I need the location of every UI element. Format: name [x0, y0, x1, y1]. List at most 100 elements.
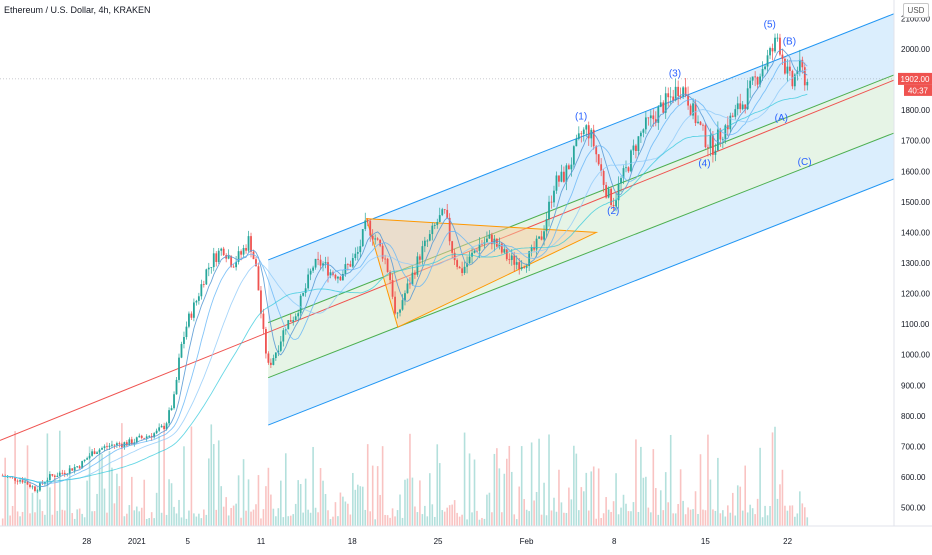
candle-body: [272, 358, 275, 365]
volume-bar: [555, 511, 558, 526]
volume-bar: [493, 453, 496, 526]
volume-bar: [722, 510, 724, 526]
volume-bar: [595, 518, 597, 526]
candle-body: [664, 93, 667, 113]
volume-bar: [714, 510, 717, 526]
volume-bar: [160, 512, 163, 526]
volume-bar: [592, 466, 595, 526]
candle-body: [111, 444, 113, 446]
candle-body: [428, 234, 431, 241]
candle-body: [635, 145, 637, 151]
candle-body: [34, 486, 36, 491]
volume-bar: [799, 491, 801, 526]
volume-bar: [654, 488, 657, 526]
volume-bar: [16, 511, 19, 526]
volume-bar: [11, 505, 14, 526]
currency-button[interactable]: USD: [903, 3, 929, 18]
y-tick-label: 1300.00: [901, 259, 930, 268]
x-tick-label: 25: [434, 537, 443, 546]
wave-label: (B): [783, 36, 796, 47]
candle-body: [14, 477, 16, 481]
candle-body: [476, 250, 478, 252]
volume-bar: [761, 517, 764, 526]
volume-bar: [270, 494, 272, 526]
candle-body: [16, 480, 19, 482]
candle-body: [73, 467, 76, 471]
candle-body: [245, 248, 247, 251]
candle-body: [441, 209, 444, 216]
volume-bar: [786, 510, 789, 526]
candle-body: [607, 188, 610, 198]
candle-body: [63, 472, 66, 475]
candle-body: [359, 246, 362, 253]
volume-bar: [58, 430, 61, 526]
volume-bar: [717, 457, 719, 526]
candle-body: [158, 427, 161, 431]
candle-body: [118, 443, 121, 445]
candle-body: [642, 129, 645, 133]
candle-body: [726, 125, 729, 130]
candle-body: [510, 255, 513, 260]
candle-body: [734, 109, 737, 117]
volume-bar: [632, 502, 635, 526]
candle-body: [284, 329, 287, 331]
y-tick-label: 900.00: [901, 381, 926, 390]
candle-body: [116, 443, 118, 446]
candle-body: [714, 150, 717, 155]
volume-bar: [411, 477, 414, 526]
candle-body: [779, 37, 781, 55]
candle-body: [294, 316, 297, 321]
volume-bar: [481, 517, 483, 526]
volume-bar: [252, 509, 255, 526]
candle-body: [709, 135, 712, 148]
volume-bar: [131, 476, 133, 526]
volume-bar: [180, 517, 183, 526]
volume-bar: [83, 517, 86, 526]
volume-bar: [488, 492, 491, 526]
x-tick-label: 2021: [128, 537, 146, 546]
volume-bar: [309, 512, 312, 526]
volume-bar: [617, 514, 620, 526]
candle-body: [282, 330, 285, 342]
volume-bar: [376, 466, 379, 526]
volume-bar: [458, 516, 461, 526]
candle-body: [309, 270, 312, 275]
volume-bar: [627, 511, 630, 526]
candle-body: [538, 236, 540, 239]
candle-body: [217, 250, 220, 262]
wave-label: (1): [575, 111, 587, 122]
volume-bar: [21, 511, 24, 526]
volume-bar: [637, 511, 640, 526]
x-tick-label: 8: [612, 537, 617, 546]
candle-body: [746, 88, 749, 110]
candle-body: [662, 102, 665, 113]
volume-bar: [518, 486, 521, 526]
candle-body: [252, 251, 255, 260]
candle-body: [724, 125, 727, 139]
candle-body: [490, 234, 493, 245]
elliott-wave-labels: (1) (2) (3) (4) (5) (B) (A) (C): [575, 20, 812, 218]
volume-bar: [334, 502, 337, 526]
candle-body: [29, 484, 31, 487]
candle-body: [78, 466, 81, 469]
volume-bar: [51, 514, 54, 526]
volume-bar: [198, 513, 200, 526]
volume-bar: [404, 479, 406, 526]
volume-bar: [314, 507, 317, 526]
volume-bar: [692, 509, 694, 526]
candle-body: [560, 171, 563, 182]
moving-average-3: [2, 69, 808, 483]
volume-bar: [662, 510, 665, 526]
volume-bar: [727, 505, 729, 526]
volume-bar: [73, 518, 76, 526]
volume-bar: [543, 482, 545, 526]
candle-body: [630, 150, 632, 172]
volume-bar: [789, 505, 791, 526]
volume-bar: [523, 499, 525, 526]
volume-bar: [128, 505, 131, 526]
candle-body: [297, 313, 300, 317]
volume-bar: [379, 494, 381, 526]
candle-body: [160, 425, 163, 428]
volume-bar: [443, 511, 446, 526]
